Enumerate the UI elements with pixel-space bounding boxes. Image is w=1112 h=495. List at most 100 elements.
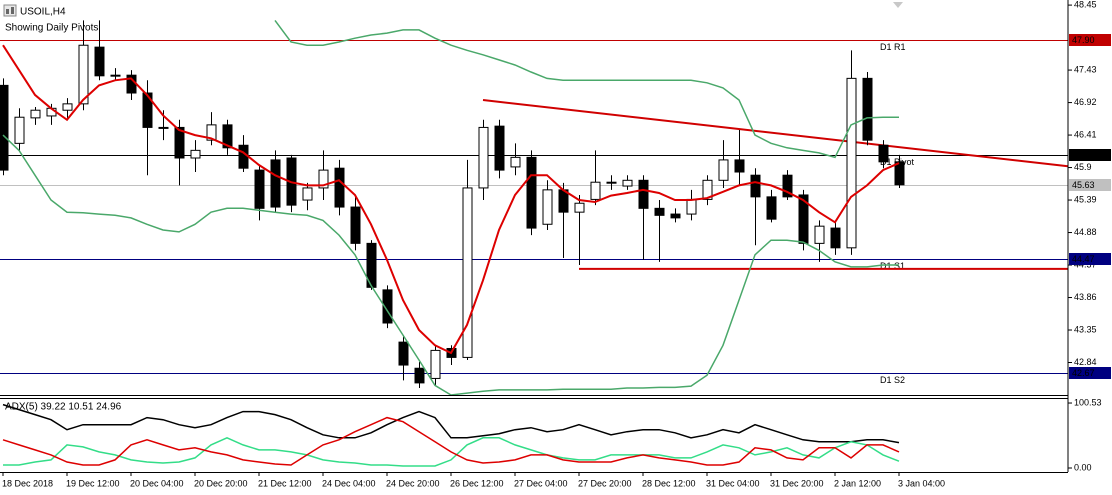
y-tick-label: 43.86 bbox=[1074, 292, 1097, 302]
candle-body bbox=[686, 198, 697, 215]
pivot-level-label: D1 R1 bbox=[880, 42, 906, 52]
candle-body bbox=[462, 187, 473, 358]
price-box bbox=[1069, 253, 1111, 265]
y-tick-label: 48.45 bbox=[1074, 0, 1097, 9]
shift-marker bbox=[893, 2, 903, 8]
candle-body bbox=[478, 126, 489, 189]
indicator-title: ADX(5) 39.22 10.51 24.96 bbox=[5, 402, 122, 413]
y-tick-label: 46.92 bbox=[1074, 97, 1097, 107]
price-box bbox=[1069, 34, 1111, 46]
icon bbox=[11, 7, 14, 14]
pivot-level-label: D1 S2 bbox=[880, 375, 905, 385]
x-tick-label: 24 Dec 20:00 bbox=[386, 478, 440, 488]
chart-title: USOIL,H4 bbox=[20, 7, 66, 18]
x-tick-label: 21 Dec 12:00 bbox=[258, 478, 312, 488]
candle-body bbox=[830, 227, 841, 249]
candle-body bbox=[798, 194, 809, 244]
candle-body bbox=[110, 74, 121, 77]
price-box-label: 46.10 bbox=[1072, 150, 1095, 160]
chart-subtitle: Showing Daily Pivots bbox=[5, 23, 98, 34]
line bbox=[2, 134, 899, 395]
candle-body bbox=[526, 156, 537, 229]
candle-body bbox=[862, 77, 873, 141]
candle-body bbox=[702, 179, 713, 200]
candle-body bbox=[814, 225, 825, 244]
candle-body bbox=[254, 169, 265, 209]
candle-body bbox=[846, 77, 857, 249]
y-tick-label: 43.35 bbox=[1074, 324, 1097, 334]
candle-body bbox=[542, 189, 553, 225]
candle-body bbox=[94, 46, 105, 77]
candle-body bbox=[782, 174, 793, 198]
title-bg bbox=[19, 4, 89, 19]
x-tick-label: 19 Dec 12:00 bbox=[66, 478, 120, 488]
candle-body bbox=[590, 181, 601, 200]
candle-body bbox=[638, 179, 649, 209]
line bbox=[2, 416, 900, 466]
candle-body bbox=[206, 124, 217, 141]
y-tick-label: 45.9 bbox=[1074, 162, 1092, 172]
line bbox=[2, 44, 900, 355]
x-tick-label: 3 Jan 04:00 bbox=[898, 478, 945, 488]
candle-body bbox=[0, 84, 9, 171]
candle-body bbox=[494, 125, 505, 171]
candle-body bbox=[510, 156, 521, 168]
candle-body bbox=[142, 92, 153, 128]
y-tick-label: 44.88 bbox=[1074, 227, 1097, 237]
candle-body bbox=[78, 44, 89, 105]
candle-body bbox=[382, 289, 393, 324]
price-box bbox=[1069, 367, 1111, 379]
candle-body bbox=[302, 187, 313, 201]
candle-body bbox=[750, 174, 761, 198]
price-box bbox=[1069, 179, 1111, 191]
y-tick-label: 46.41 bbox=[1074, 129, 1097, 139]
pivot-level-label: D1 S1 bbox=[880, 261, 905, 271]
candle-body bbox=[222, 124, 233, 149]
line bbox=[274, 19, 899, 159]
x-tick-label: 31 Dec 04:00 bbox=[706, 478, 760, 488]
candle-body bbox=[190, 149, 201, 159]
adx-plot bbox=[2, 403, 900, 467]
candle-body bbox=[654, 207, 665, 216]
candle-body bbox=[878, 144, 889, 163]
candle-body bbox=[270, 159, 281, 208]
y-tick-label: 45.39 bbox=[1074, 194, 1097, 204]
x-tick-label: 28 Dec 12:00 bbox=[642, 478, 696, 488]
candle-body bbox=[334, 167, 345, 208]
candle-body bbox=[174, 126, 185, 159]
candle-body bbox=[30, 109, 41, 119]
candle-body bbox=[350, 206, 361, 244]
x-tick-label: 18 Dec 2018 bbox=[2, 478, 53, 488]
candle-body bbox=[430, 349, 441, 379]
header: USOIL,H4 Showing Daily Pivots ADX(5) 39.… bbox=[3, 4, 122, 413]
price-box bbox=[1069, 149, 1111, 161]
icon bbox=[3, 4, 17, 17]
price-box-label: 47.90 bbox=[1072, 35, 1095, 45]
candle-body bbox=[622, 179, 633, 187]
price-box-label: 45.63 bbox=[1072, 180, 1095, 190]
candle-body bbox=[574, 202, 585, 213]
candle-body bbox=[238, 144, 249, 169]
candle-body bbox=[766, 196, 777, 220]
candle-body bbox=[718, 159, 729, 181]
x-tick-label: 27 Dec 20:00 bbox=[578, 478, 632, 488]
candle-body bbox=[734, 159, 745, 173]
candle-body bbox=[894, 161, 905, 186]
y-tick-label: 47.43 bbox=[1074, 64, 1097, 74]
y-tick-label: 100.53 bbox=[1074, 397, 1102, 407]
x-tick-label: 2 Jan 12:00 bbox=[834, 478, 881, 488]
x-tick-label: 20 Dec 20:00 bbox=[194, 478, 248, 488]
trend-line bbox=[482, 99, 1068, 168]
candle-body bbox=[414, 367, 425, 384]
candle-body bbox=[14, 116, 25, 144]
x-tick-label: 20 Dec 04:00 bbox=[130, 478, 184, 488]
x-tick-label: 24 Dec 04:00 bbox=[322, 478, 376, 488]
candle-body bbox=[158, 126, 169, 129]
icon bbox=[6, 9, 9, 14]
y-tick-label: 42.84 bbox=[1074, 357, 1097, 367]
y-tick-label: 0.00 bbox=[1074, 462, 1092, 472]
